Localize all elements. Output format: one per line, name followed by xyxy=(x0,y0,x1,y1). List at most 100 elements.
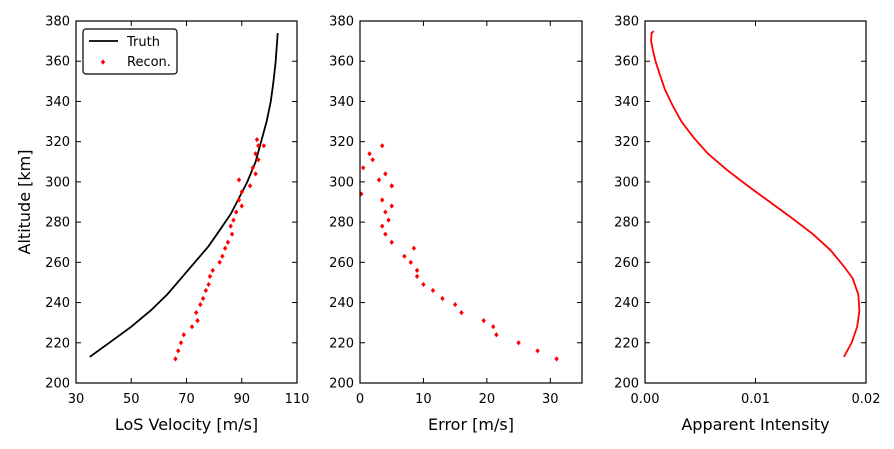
data-point xyxy=(231,217,236,223)
plot-frame xyxy=(644,20,867,384)
data-point xyxy=(370,157,375,163)
data-point xyxy=(217,259,222,265)
series-line-3 xyxy=(650,30,861,358)
y-tick-label: 280 xyxy=(329,216,354,231)
data-point xyxy=(247,183,253,189)
series-line-truth xyxy=(89,33,279,358)
data-point xyxy=(236,197,242,203)
y-tick-label: 320 xyxy=(45,135,70,150)
y-tick-label: 360 xyxy=(614,55,639,70)
data-point xyxy=(554,356,559,362)
data-point xyxy=(181,332,186,338)
data-point xyxy=(261,143,267,149)
data-point xyxy=(414,273,420,280)
legend-label-recon: Recon. xyxy=(127,55,171,70)
x-tick-label: 30 xyxy=(68,392,85,407)
data-point xyxy=(225,239,231,245)
y-tick-label: 380 xyxy=(329,15,354,30)
data-point xyxy=(383,171,388,177)
y-tick-label: 260 xyxy=(45,256,70,271)
data-point xyxy=(178,340,184,346)
data-point xyxy=(234,209,239,215)
data-point xyxy=(189,324,195,330)
x-tick-label: 30 xyxy=(542,392,559,407)
y-tick-label: 300 xyxy=(614,175,639,190)
data-point xyxy=(481,318,486,324)
data-point xyxy=(389,203,394,209)
x-axis-label: Error [m/s] xyxy=(428,415,514,434)
data-point xyxy=(253,151,258,157)
data-point xyxy=(452,301,458,308)
y-tick-label: 360 xyxy=(329,55,354,70)
data-point xyxy=(380,223,385,229)
data-point xyxy=(200,295,206,302)
data-point xyxy=(360,165,366,171)
plot-frame xyxy=(75,20,298,384)
y-tick-label: 200 xyxy=(614,377,639,392)
y-tick-label: 380 xyxy=(45,15,70,30)
y-tick-label: 280 xyxy=(45,216,70,231)
data-point xyxy=(459,310,464,316)
data-point xyxy=(207,273,213,280)
data-point xyxy=(389,239,394,245)
x-tick-label: 50 xyxy=(123,392,140,407)
y-tick-label: 360 xyxy=(45,55,70,70)
data-point xyxy=(250,165,255,171)
y-tick-label: 240 xyxy=(614,296,639,311)
chart-panel-3: 200 220 240 260 280 300 320 340 360 380 0.00 0.01 0.… xyxy=(614,15,880,435)
data-point xyxy=(535,348,540,354)
y-axis-label: Altitude [km] xyxy=(15,150,34,255)
y-tick-label: 340 xyxy=(45,95,70,110)
data-point xyxy=(203,287,209,294)
data-point xyxy=(491,324,496,330)
chart-panel-2: 200 220 240 260 280 300 320 340 360 380 0 10 20 30 Err… xyxy=(329,15,583,434)
y-tick-label: 220 xyxy=(614,336,639,351)
x-axis-label: Apparent Intensity xyxy=(681,415,829,434)
data-point xyxy=(383,231,388,237)
y-tick-label: 220 xyxy=(329,336,354,351)
x-tick-label: 20 xyxy=(479,392,496,407)
data-point xyxy=(198,301,203,308)
data-point xyxy=(367,151,372,157)
data-point xyxy=(408,259,413,265)
y-tick-label: 240 xyxy=(329,296,354,311)
data-point xyxy=(254,137,260,143)
y-tick-label: 380 xyxy=(614,15,639,30)
y-tick-label: 200 xyxy=(329,377,354,392)
data-point xyxy=(236,177,242,183)
x-tick-label: 0.01 xyxy=(741,392,770,407)
data-point xyxy=(193,310,199,316)
data-point xyxy=(389,183,394,189)
data-point xyxy=(494,332,499,338)
y-tick-label: 340 xyxy=(329,95,354,110)
data-point xyxy=(173,356,178,362)
x-axis-label: LoS Velocity [m/s] xyxy=(115,415,258,434)
legend-marker-recon xyxy=(100,59,106,65)
data-point xyxy=(239,203,244,209)
data-point xyxy=(421,281,426,288)
data-point xyxy=(195,318,200,324)
y-tick-label: 220 xyxy=(45,336,70,351)
x-tick-label: 0.02 xyxy=(852,392,881,407)
y-tick-label: 200 xyxy=(45,377,70,392)
data-point xyxy=(239,189,244,195)
x-tick-label: 0.00 xyxy=(631,392,660,407)
data-point xyxy=(411,245,417,251)
data-point xyxy=(376,177,382,183)
legend-label-truth: Truth xyxy=(126,35,160,50)
data-point xyxy=(383,209,388,215)
x-tick-label: 0 xyxy=(356,392,364,407)
data-point xyxy=(380,143,385,149)
y-tick-label: 300 xyxy=(45,175,70,190)
x-tick-label: 70 xyxy=(178,392,195,407)
x-tick-label: 90 xyxy=(233,392,250,407)
legend: Truth Recon. xyxy=(82,28,178,75)
y-tick-label: 260 xyxy=(329,256,354,271)
y-tick-label: 280 xyxy=(614,216,639,231)
data-point xyxy=(206,281,211,288)
data-point xyxy=(210,267,215,273)
data-point xyxy=(440,295,445,302)
chart-panel-1: 200 220 240 260 280 300 320 340 360 380 30 50 70 90 11… xyxy=(15,15,309,435)
y-tick-label: 260 xyxy=(614,256,639,271)
